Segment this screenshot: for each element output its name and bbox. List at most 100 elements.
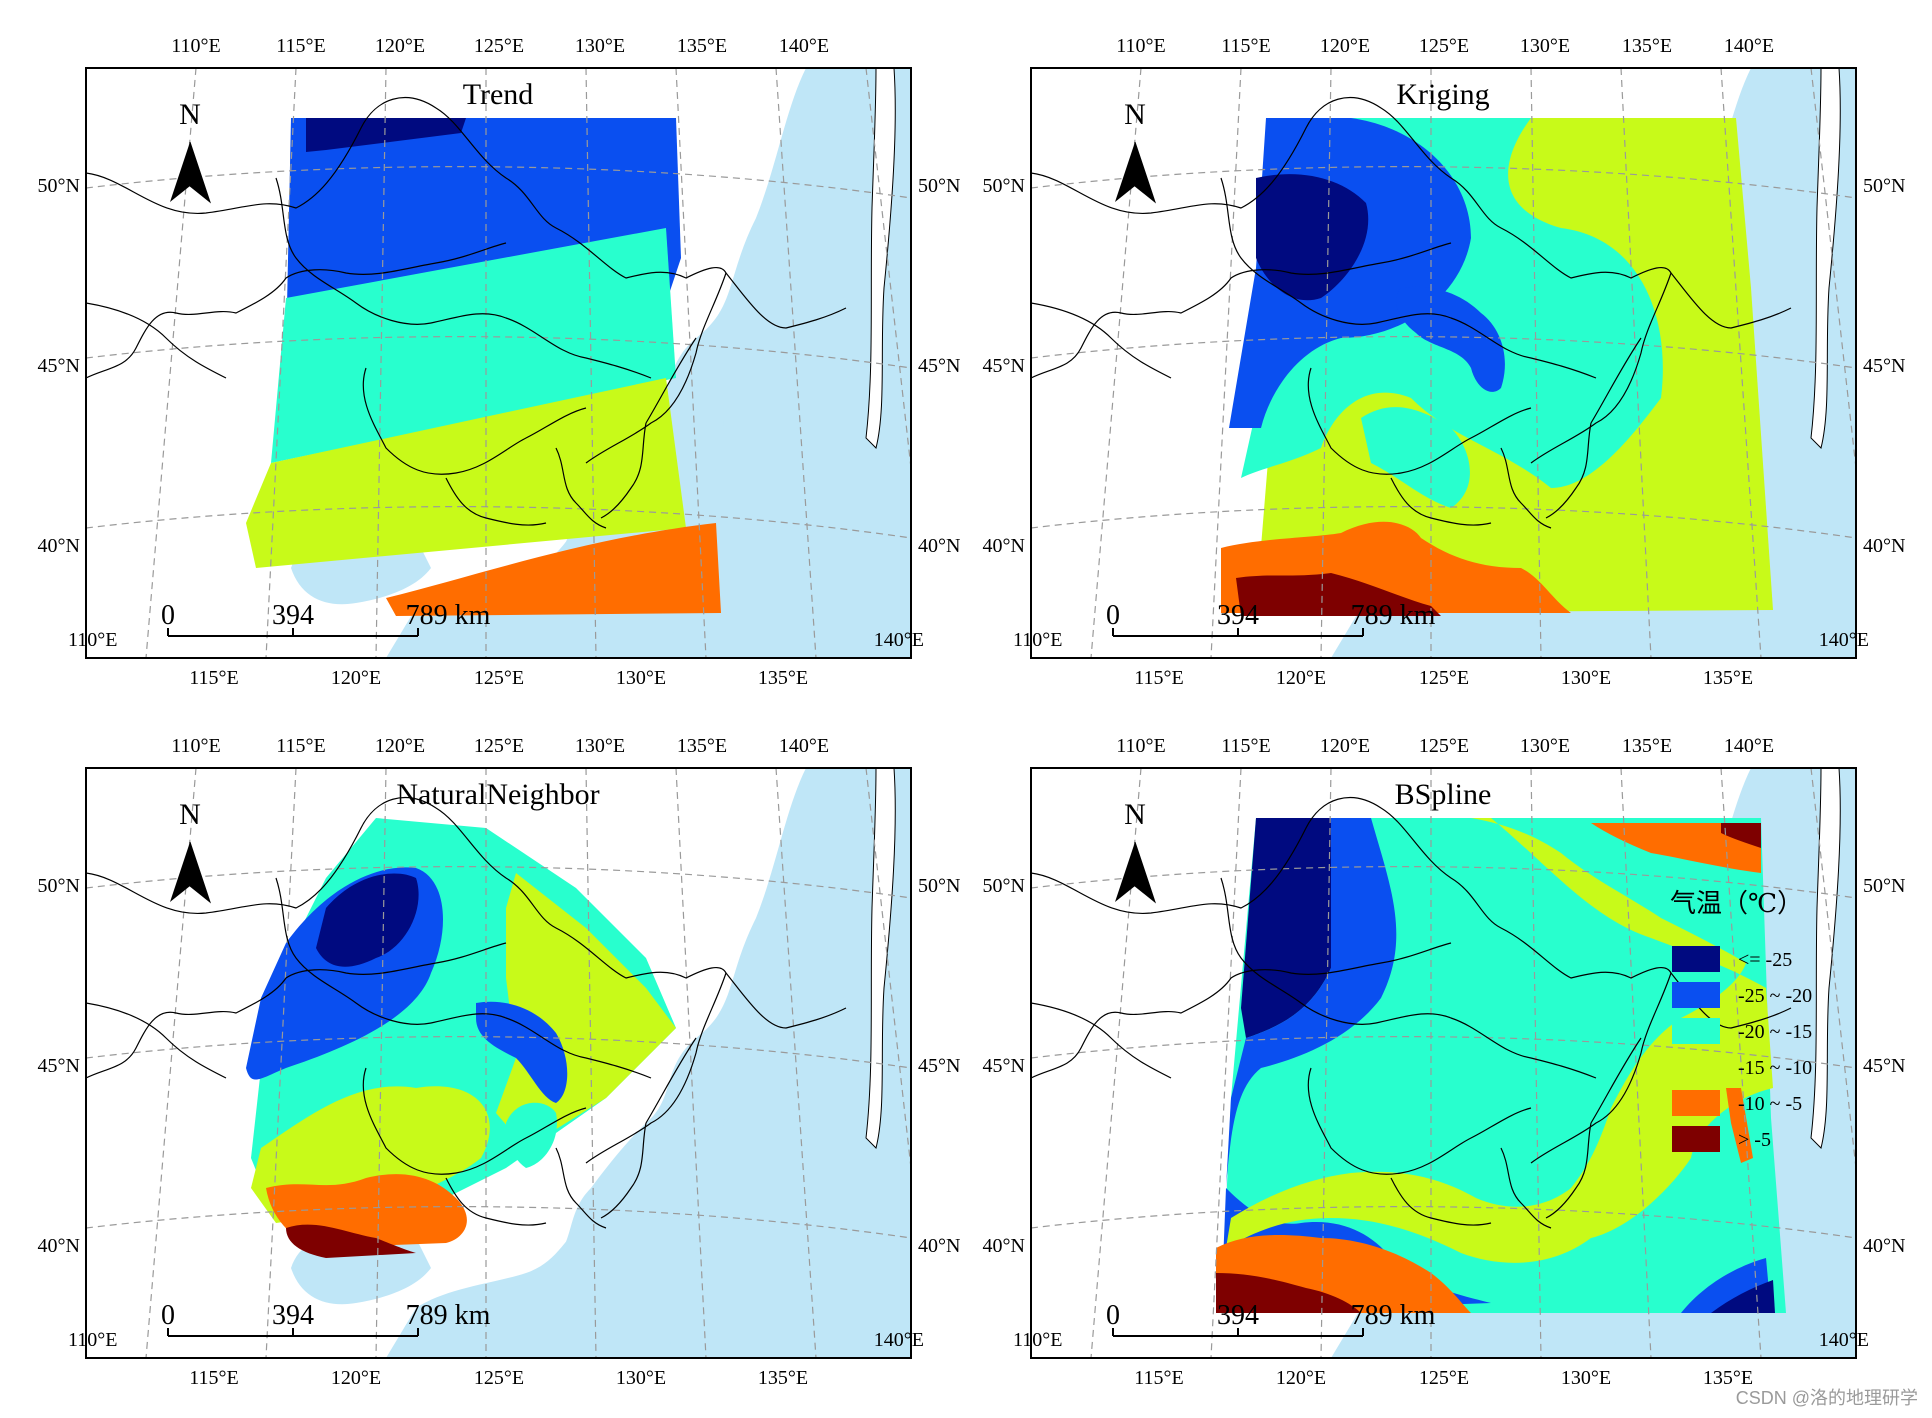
interpolation-surface bbox=[1216, 818, 1786, 1313]
legend: 气温（℃） <= -25 -25 ~ -20 -20 ~ -15 -15 ~ -10 -… bbox=[1670, 889, 1812, 1152]
border-line bbox=[1031, 942, 1452, 1079]
border-line bbox=[1031, 797, 1672, 1164]
panel-title: NaturalNeighbor bbox=[396, 778, 599, 811]
interpolation-surface bbox=[246, 118, 721, 616]
graticule-line bbox=[86, 1036, 911, 1069]
lon-label-top: 125°E bbox=[1419, 735, 1469, 757]
lon-label-top: 130°E bbox=[1520, 735, 1570, 757]
temperature-zone bbox=[316, 873, 419, 967]
panel-title: BSpline bbox=[1395, 778, 1492, 811]
temperature-zone bbox=[1396, 286, 1505, 392]
lon-label-top: 115°E bbox=[276, 735, 325, 757]
graticule-line bbox=[86, 506, 911, 539]
graticule-line bbox=[1530, 768, 1542, 1358]
lon-label-top: 140°E bbox=[779, 735, 829, 757]
temperature-zone bbox=[286, 1224, 416, 1258]
lon-label-top: 115°E bbox=[1221, 735, 1270, 757]
border-line bbox=[1220, 877, 1597, 1079]
north-arrow: N bbox=[1115, 798, 1157, 904]
lon-label-corner-left: 110°E bbox=[1013, 1329, 1062, 1351]
lat-label-right: 40°N bbox=[918, 535, 960, 557]
lon-label-top: 135°E bbox=[1622, 35, 1672, 57]
lon-label-top: 120°E bbox=[1320, 35, 1370, 57]
graticule-line bbox=[1320, 768, 1332, 1358]
lon-label-top: 140°E bbox=[1724, 735, 1774, 757]
lat-label-right: 45°N bbox=[1863, 355, 1905, 377]
lon-label-top: 115°E bbox=[1221, 35, 1270, 57]
temperature-zone bbox=[1236, 573, 1441, 616]
map-panels: Trend N 0 394 789 km 110°E 115°E 120°E 125°E 130°… bbox=[38, 35, 1906, 1389]
scale-bar-line bbox=[1112, 628, 1364, 637]
border-line bbox=[1031, 302, 1172, 379]
north-arrow-left-half bbox=[170, 842, 190, 902]
border-line bbox=[1390, 1177, 1492, 1226]
lon-label-top: 120°E bbox=[1320, 735, 1370, 757]
lon-label-corner-right: 140°E bbox=[874, 1329, 924, 1351]
temperature-zone bbox=[1216, 1273, 1361, 1313]
lon-label-bottom: 125°E bbox=[1419, 1367, 1469, 1389]
temperature-zone bbox=[1241, 818, 1336, 1038]
watermark: CSDN @洛的地理研学 bbox=[1735, 1388, 1918, 1408]
border-line bbox=[362, 367, 587, 475]
interpolation-surface bbox=[246, 818, 676, 1258]
border-line bbox=[1307, 367, 1532, 475]
lat-label-left: 50°N bbox=[38, 175, 80, 197]
temperature-zone bbox=[271, 228, 676, 463]
temperature-zone bbox=[306, 118, 466, 152]
north-arrow-label: N bbox=[1124, 798, 1146, 831]
lat-label-left: 40°N bbox=[983, 1235, 1025, 1257]
lon-label-bottom: 135°E bbox=[1703, 667, 1753, 689]
legend-swatch bbox=[1672, 1054, 1720, 1080]
lon-label-bottom: 125°E bbox=[474, 667, 524, 689]
lon-label-top: 110°E bbox=[171, 35, 220, 57]
temperature-zone bbox=[1361, 407, 1470, 508]
scale-bar-label: 789 km bbox=[1351, 1300, 1436, 1331]
border-line bbox=[1545, 422, 1592, 519]
scale-bar-label: 394 bbox=[1217, 1300, 1259, 1331]
sakhalin-island bbox=[1810, 768, 1841, 1149]
graticule-line bbox=[1720, 68, 1762, 658]
lat-label-right: 40°N bbox=[1863, 535, 1905, 557]
north-arrow-right-half bbox=[1134, 841, 1157, 904]
sakhalin-island bbox=[865, 68, 896, 449]
north-arrow-left-half bbox=[170, 142, 190, 202]
sakhalin-island bbox=[865, 768, 896, 1149]
graticule-line bbox=[775, 768, 817, 1358]
lon-label-corner-left: 110°E bbox=[68, 1329, 117, 1351]
border-line bbox=[86, 97, 727, 464]
scale-bar-label: 394 bbox=[272, 1300, 314, 1331]
graticule-line bbox=[675, 768, 707, 1358]
lat-label-left: 45°N bbox=[38, 355, 80, 377]
lat-label-right: 50°N bbox=[918, 875, 960, 897]
border-line bbox=[86, 797, 727, 1164]
graticule-line bbox=[375, 68, 387, 658]
lon-label-top: 125°E bbox=[474, 35, 524, 57]
legend-swatch bbox=[1672, 946, 1720, 972]
scale-bar-label: 394 bbox=[272, 600, 314, 631]
map-content bbox=[1031, 768, 1856, 1358]
lon-label-bottom: 125°E bbox=[474, 1367, 524, 1389]
lon-label-top: 110°E bbox=[1116, 35, 1165, 57]
lon-label-bottom: 130°E bbox=[1561, 1367, 1611, 1389]
scale-bar: 0 394 789 km bbox=[161, 600, 491, 637]
lon-label-top: 140°E bbox=[1724, 35, 1774, 57]
lat-label-left: 40°N bbox=[38, 535, 80, 557]
lat-label-left: 50°N bbox=[983, 175, 1025, 197]
lon-label-bottom: 135°E bbox=[1703, 1367, 1753, 1389]
lat-label-right: 40°N bbox=[1863, 1235, 1905, 1257]
lat-label-left: 45°N bbox=[38, 1055, 80, 1077]
border-line bbox=[725, 272, 847, 329]
lon-label-bottom: 120°E bbox=[331, 1367, 381, 1389]
border-line bbox=[1031, 242, 1452, 379]
graticule-line bbox=[265, 68, 297, 658]
scale-bar-line bbox=[1112, 1328, 1364, 1337]
legend-swatch bbox=[1672, 1126, 1720, 1152]
graticule-line bbox=[775, 68, 817, 658]
legend-swatch bbox=[1672, 1018, 1720, 1044]
sea-area bbox=[386, 1108, 726, 1358]
scale-bar: 0 394 789 km bbox=[161, 1300, 491, 1337]
lon-label-bottom: 120°E bbox=[1276, 667, 1326, 689]
sakhalin-island bbox=[1810, 68, 1841, 449]
border-line bbox=[275, 877, 652, 1079]
legend-label: -15 ~ -10 bbox=[1738, 1057, 1812, 1079]
